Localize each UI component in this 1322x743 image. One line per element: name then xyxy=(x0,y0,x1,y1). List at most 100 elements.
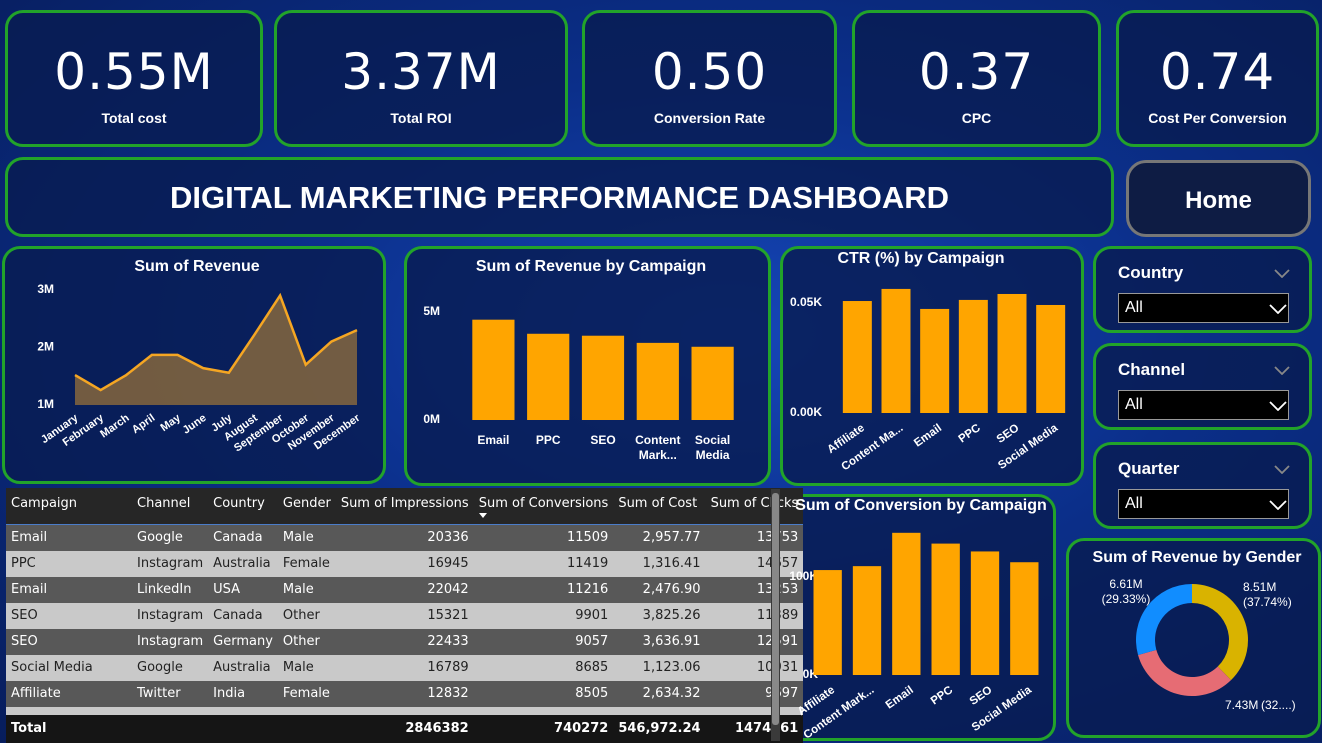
table-row-partial xyxy=(6,706,804,715)
home-button[interactable]: Home xyxy=(1126,160,1311,237)
home-button-label: Home xyxy=(1185,187,1252,214)
table-cell: 20336 xyxy=(335,524,474,551)
kpi-value: 3.37M xyxy=(341,43,501,101)
chart-title: Sum of Conversion by Campaign xyxy=(795,497,1047,514)
table-cell: Canada xyxy=(208,524,278,551)
y-tick-label: 0.00K xyxy=(790,405,822,419)
table-cell: Female xyxy=(277,550,336,577)
x-tick-label: SEO xyxy=(995,422,1022,446)
x-tick-label: Social Media xyxy=(694,433,731,462)
sort-indicator xyxy=(478,513,487,518)
table-cell: 9901 xyxy=(473,602,614,629)
column-header: Campaign xyxy=(6,488,132,525)
slice-percent-label: (37.74%) xyxy=(1243,595,1292,609)
table-cell-empty xyxy=(705,706,804,715)
table-cell: Australia xyxy=(208,550,278,577)
x-tick-label: March xyxy=(98,412,132,441)
slice-percent-label: (32....) xyxy=(1261,698,1296,712)
table-cell: 1,316.41 xyxy=(613,550,706,577)
title-banner: DIGITAL MARKETING PERFORMANCE DASHBOARD xyxy=(5,157,1114,237)
table-cell: 2,957.77 xyxy=(613,524,706,551)
table-cell: 11419 xyxy=(473,550,614,577)
table-cell: Other xyxy=(277,628,336,655)
table-cell: Male xyxy=(277,576,336,603)
x-tick-label: PPC xyxy=(929,684,955,707)
total-cell: 2846382 xyxy=(335,714,474,743)
bar xyxy=(892,532,921,675)
kpi-card: 0.37 CPC xyxy=(852,10,1101,147)
table-cell: Australia xyxy=(208,654,278,681)
scrollbar-thumb xyxy=(772,493,779,725)
slice-value-label: 8.51M xyxy=(1243,580,1276,594)
table-cell: Affiliate xyxy=(6,680,132,707)
bar xyxy=(1010,562,1039,675)
x-tick-label: SEO xyxy=(968,684,995,708)
table-cell: SEO xyxy=(6,602,132,629)
x-tick-label: Content Mark... xyxy=(635,433,681,462)
table-cell: PPC xyxy=(6,550,132,577)
chart-title: CTR (%) by Campaign xyxy=(837,250,1004,267)
kpi-value: 0.37 xyxy=(918,43,1035,101)
table-cell: Male xyxy=(277,654,336,681)
filter-value: All xyxy=(1125,495,1143,512)
y-tick-label: 2M xyxy=(37,340,54,354)
donut-slice xyxy=(1138,649,1232,697)
table-cell: 9057 xyxy=(473,628,614,655)
y-tick-label: 0.05K xyxy=(790,295,822,309)
kpi-label: Total ROI xyxy=(390,110,452,126)
table-cell-empty xyxy=(6,706,132,715)
table-row: EmailGoogleCanadaMale20336115092,957.771… xyxy=(6,524,804,551)
filter-dropdown[interactable]: All xyxy=(1118,390,1289,420)
table-cell: Canada xyxy=(208,602,278,629)
chevron xyxy=(1274,269,1290,278)
filter-card: Quarter All xyxy=(1093,442,1312,529)
total-label: Total xyxy=(6,714,132,743)
column-header: Gender xyxy=(277,488,336,525)
table-cell: Twitter xyxy=(132,680,209,707)
column-header-text: Gender xyxy=(282,496,331,511)
x-tick-label: PPC xyxy=(535,433,561,447)
filter-card: Country All xyxy=(1093,246,1312,333)
bar xyxy=(581,335,625,420)
donut-slice xyxy=(1192,584,1248,681)
filter-dropdown[interactable]: All xyxy=(1118,293,1289,323)
kpi-label: Total cost xyxy=(101,110,167,126)
table-cell-empty xyxy=(473,706,614,715)
table-cell: 3,636.91 xyxy=(613,628,706,655)
chevron-line xyxy=(1274,269,1290,278)
table-cell-empty xyxy=(132,706,209,715)
chevron xyxy=(1269,304,1287,314)
table-cell: 8505 xyxy=(473,680,614,707)
line xyxy=(74,292,358,392)
table: Campaign Channel Country Gender Sum of Impre… xyxy=(6,488,804,743)
chevron xyxy=(1269,500,1287,510)
filter-dropdown[interactable]: All xyxy=(1118,489,1289,519)
bar xyxy=(842,301,872,413)
table-cell: Google xyxy=(132,654,209,681)
bar xyxy=(1036,304,1066,413)
dashboard-title: DIGITAL MARKETING PERFORMANCE DASHBOARD xyxy=(169,180,949,215)
filter-label: Country xyxy=(1118,263,1184,282)
chart-title: Sum of Revenue xyxy=(134,258,259,275)
kpi-value: 0.55M xyxy=(54,43,214,101)
kpi-card: 0.50 Conversion Rate xyxy=(582,10,837,147)
chevron-line xyxy=(1274,366,1290,375)
table-cell: 11216 xyxy=(473,576,614,603)
bar xyxy=(527,333,570,420)
x-tick-label: Email xyxy=(884,684,916,711)
area-fill xyxy=(75,295,357,405)
column-header: Sum of Conversions xyxy=(473,488,614,525)
gender-panel xyxy=(1066,538,1321,738)
bar xyxy=(920,308,950,413)
table-row: SEO Instagram Germany Other 22433 9057 3,636.9… xyxy=(6,628,804,655)
column-header-text: Sum of Conversions xyxy=(478,496,609,511)
scrollbar xyxy=(771,489,780,741)
table-cell: India xyxy=(208,680,278,707)
kpi-value: 0.50 xyxy=(651,43,768,101)
table-cell: SEO xyxy=(6,628,132,655)
kpi-card: 0.55M Total cost xyxy=(5,10,263,147)
chevron xyxy=(1274,465,1290,474)
bar xyxy=(931,543,960,675)
column-header-text: Channel xyxy=(137,496,191,511)
chevron-line xyxy=(1269,401,1287,411)
